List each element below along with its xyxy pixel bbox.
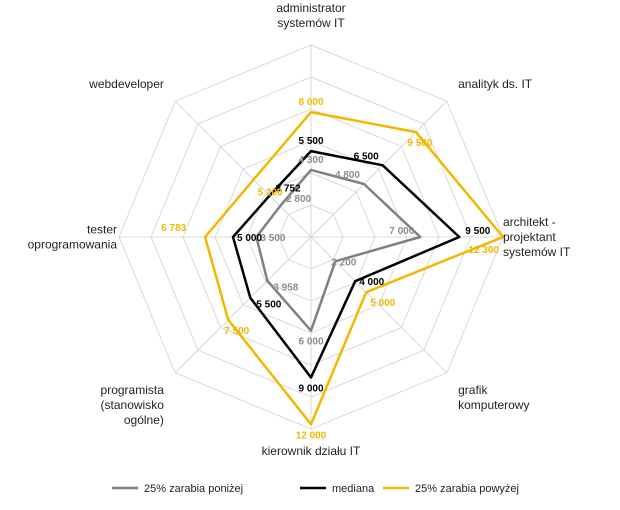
data-label: 5 000 (237, 233, 262, 244)
category-label: grafik komputerowy (458, 383, 529, 412)
data-label: 2 800 (286, 194, 311, 205)
data-label: 3 958 (273, 283, 298, 294)
data-label: 5 500 (256, 300, 281, 311)
data-label: 5 200 (258, 188, 283, 199)
axis-spoke (310, 236, 448, 374)
data-label: 4 300 (298, 155, 323, 166)
axis-spoke (174, 236, 312, 374)
data-label: 6 783 (161, 223, 186, 234)
data-label: 9 000 (298, 384, 323, 395)
series-line-0 (255, 168, 422, 332)
category-label: programista (stanowisko ogólne) (101, 383, 165, 427)
data-label: 7 000 (389, 226, 414, 237)
data-label: 8 000 (298, 97, 323, 108)
category-label: webdeveloper (88, 77, 164, 91)
data-label: 5 500 (298, 136, 323, 147)
category-label: analityk ds. IT (458, 77, 533, 91)
category-labels: administrator systemów IT analityk ds. IT a… (28, 1, 571, 458)
data-label: 12 000 (296, 430, 327, 441)
category-label: kierownik działu IT (262, 444, 361, 458)
legend-label-1: mediana (332, 483, 375, 495)
data-label: 3 752 (276, 184, 301, 195)
series-line-2 (203, 110, 505, 426)
data-label: 4 800 (335, 170, 360, 181)
radar-axes (119, 45, 503, 429)
axis-spoke (174, 100, 312, 238)
series-line-1 (231, 149, 461, 379)
data-label: 3 500 (260, 233, 285, 244)
data-label: 6 000 (298, 337, 323, 348)
category-label: administrator systemów IT (276, 1, 345, 30)
value-labels: 4 300 4 800 7 000 2 200 6 000 3 958 3 500 2 800… (161, 97, 499, 441)
data-label: 6 500 (354, 151, 379, 162)
data-label: 5 000 (370, 298, 395, 309)
axis-spoke (310, 100, 448, 238)
data-label: 9 500 (407, 138, 432, 149)
data-label: 9 500 (465, 226, 490, 237)
legend-label-2: 25% zarabia powyżej (415, 483, 519, 495)
data-label: 12 300 (468, 245, 499, 256)
data-label: 4 000 (359, 277, 384, 288)
legend: 25% zarabia poniżej mediana 25% zarabia po… (112, 483, 519, 495)
radar-series (203, 110, 505, 426)
legend-label-0: 25% zarabia poniżej (144, 483, 243, 495)
category-label: tester oprogramowania (28, 223, 118, 252)
data-label: 7 500 (224, 326, 249, 337)
data-label: 2 200 (331, 257, 356, 268)
category-label: architekt -projektant systemów IT (503, 215, 571, 259)
